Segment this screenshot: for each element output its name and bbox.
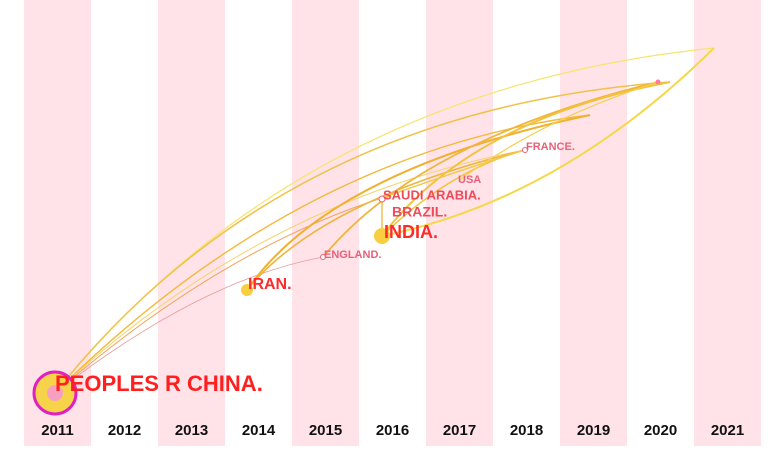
node-label: PEOPLES R CHINA. bbox=[55, 371, 263, 396]
links bbox=[54, 47, 715, 394]
year-stripe bbox=[694, 0, 761, 446]
node-label: ENGLAND. bbox=[324, 249, 381, 261]
year-stripe bbox=[426, 0, 493, 446]
node-label: USA bbox=[458, 174, 481, 186]
link bbox=[381, 149, 526, 199]
year-label: 2014 bbox=[242, 422, 276, 439]
year-label: 2015 bbox=[309, 422, 342, 439]
year-label: 2016 bbox=[376, 422, 409, 439]
link bbox=[54, 197, 383, 394]
year-label: 2012 bbox=[108, 422, 141, 439]
year-stripe bbox=[292, 0, 359, 446]
nodes bbox=[32, 79, 661, 416]
link bbox=[54, 256, 324, 394]
year-label: 2013 bbox=[175, 422, 208, 439]
node bbox=[655, 79, 661, 85]
node bbox=[522, 147, 528, 153]
year-label: 2020 bbox=[644, 422, 677, 439]
year-stripe bbox=[560, 0, 627, 446]
year-label: 2017 bbox=[443, 422, 476, 439]
link bbox=[381, 81, 671, 237]
node-label: INDIA. bbox=[384, 222, 438, 242]
node-label: SAUDI ARABIA. bbox=[383, 187, 481, 202]
node-label: BRAZIL. bbox=[392, 204, 447, 220]
year-stripe bbox=[158, 0, 225, 446]
node bbox=[374, 228, 390, 244]
year-label: 2021 bbox=[711, 422, 744, 439]
year-stripes: 2011 2012 2013 2014 2015 2016 2017 2018 2019 2020… bbox=[24, 0, 761, 446]
year-label: 2019 bbox=[577, 422, 610, 439]
year-label: 2018 bbox=[510, 422, 543, 439]
node bbox=[320, 254, 326, 260]
node bbox=[241, 284, 253, 296]
link bbox=[54, 81, 671, 394]
link bbox=[381, 47, 715, 237]
node-core bbox=[47, 385, 63, 401]
link bbox=[459, 81, 659, 181]
node-label: FRANCE. bbox=[526, 141, 575, 153]
year-label: 2011 bbox=[41, 422, 74, 439]
link bbox=[246, 149, 526, 291]
link bbox=[246, 114, 591, 291]
labels: PEOPLES R CHINA. IRAN. ENGLAND.INDIA. BRAZI… bbox=[55, 141, 575, 396]
node-label: IRAN. bbox=[248, 276, 292, 293]
node bbox=[378, 195, 386, 203]
